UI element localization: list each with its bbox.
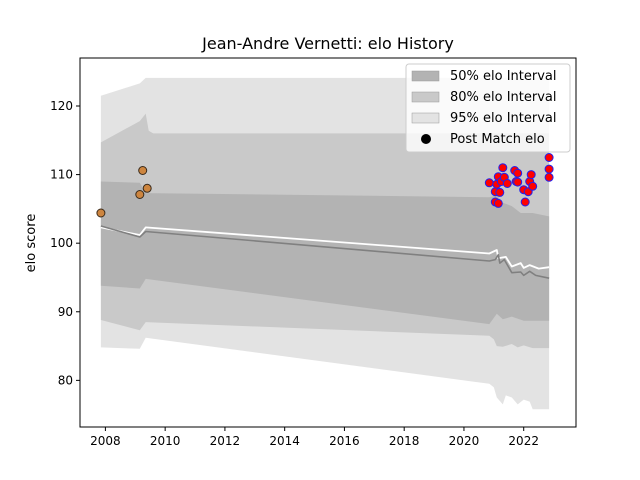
x-tick-label: 2020 — [449, 434, 480, 448]
legend-label: Post Match elo — [450, 132, 545, 147]
match-point-recent-22 — [544, 164, 554, 174]
y-tick-label: 120 — [50, 99, 73, 113]
match-point-recent-20 — [528, 181, 538, 191]
interval-band-2 — [100, 181, 550, 325]
legend-label: 50% elo Interval — [450, 69, 557, 84]
axes-frame — [79, 57, 577, 428]
match-point-recent-10 — [502, 179, 512, 188]
x-tick-label: 2008 — [90, 434, 121, 448]
match-point-recent-8 — [498, 163, 508, 173]
match-point-recent-13 — [513, 168, 523, 178]
match-point-early-0 — [96, 208, 106, 218]
x-tick-label: 2010 — [150, 434, 181, 448]
x-tick-label: 2012 — [210, 434, 241, 448]
chart-title: Jean-Andre Vernetti: elo History — [201, 34, 454, 53]
elo-line-1 — [100, 225, 550, 279]
y-tick-label: 110 — [50, 168, 73, 182]
x-tick-label: 2018 — [389, 434, 420, 448]
y-tick-label: 100 — [50, 236, 73, 250]
legend-label: 80% elo Interval — [450, 90, 557, 105]
elo-line-0 — [100, 226, 550, 270]
match-point-early-3 — [142, 183, 152, 193]
match-point-recent-6 — [495, 187, 505, 197]
legend-swatch-1 — [411, 91, 440, 103]
match-point-recent-19 — [526, 170, 536, 180]
plot-area — [96, 77, 554, 410]
match-point-recent-23 — [544, 172, 554, 182]
x-tick-label: 2022 — [508, 434, 539, 448]
legend: 50% elo Interval 80% elo Interval 95% elo … — [405, 63, 571, 153]
match-point-recent-16 — [520, 197, 530, 207]
match-point-recent-14 — [513, 177, 523, 187]
legend-swatch-2 — [411, 112, 440, 124]
x-tick-label: 2016 — [329, 434, 360, 448]
match-point-early-1 — [135, 190, 145, 199]
y-tick-label: 90 — [58, 305, 73, 319]
match-point-recent-5 — [493, 198, 503, 208]
axes: 2008 2010 2012 2014 2016 2018 2020 2022 80 90 100 1… — [50, 57, 577, 448]
match-point-recent-21 — [544, 153, 554, 162]
y-axis-label: elo score — [24, 214, 39, 273]
legend-marker-3 — [421, 134, 431, 144]
y-tick-label: 80 — [58, 373, 73, 387]
match-point-early-2 — [138, 166, 148, 175]
legend-label: 95% elo Interval — [450, 111, 557, 126]
x-tick-label: 2014 — [269, 434, 300, 448]
match-point-recent-0 — [484, 178, 494, 188]
legend-swatch-0 — [411, 70, 440, 82]
legend-box — [405, 63, 571, 153]
